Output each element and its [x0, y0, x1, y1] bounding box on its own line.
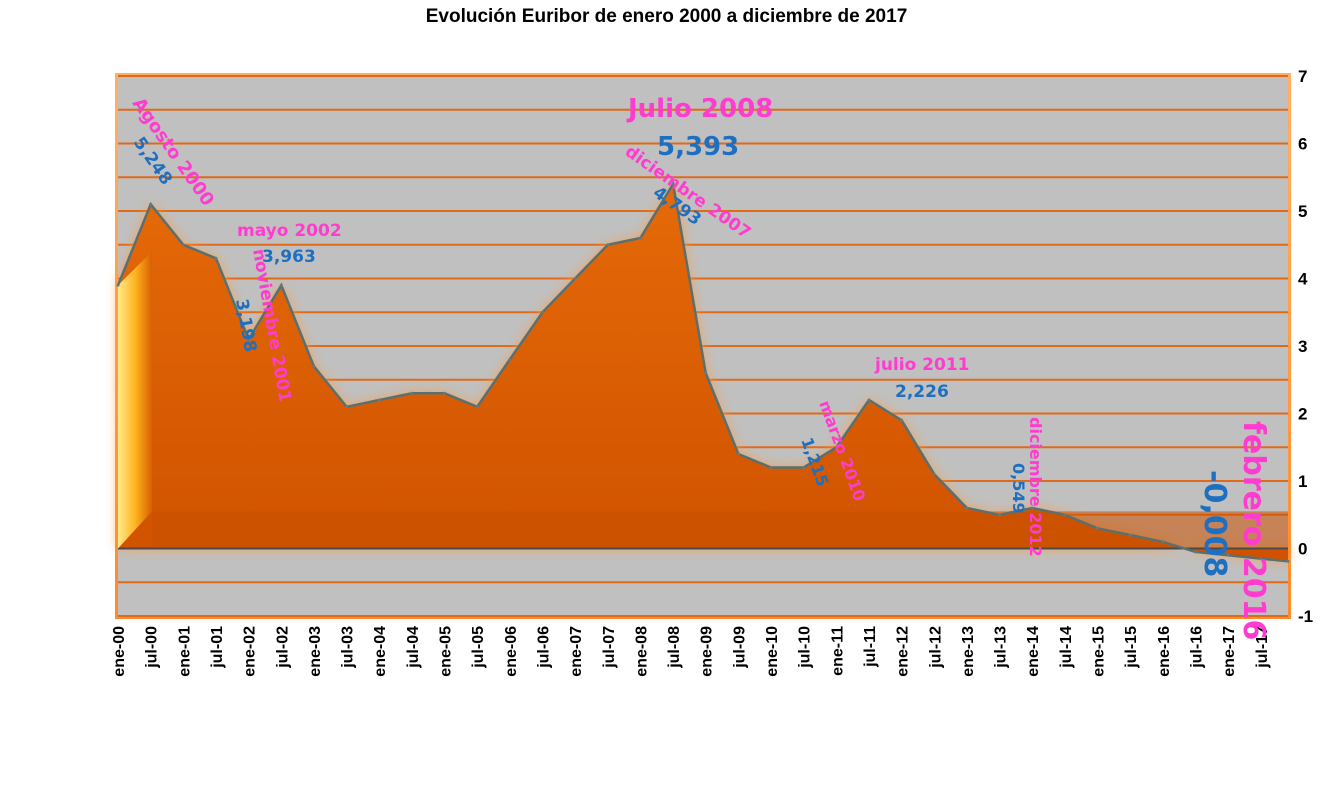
y-tick-label: 2	[1298, 405, 1307, 424]
x-tick-label: jul-16	[1188, 626, 1205, 669]
x-tick-label: ene-17	[1221, 626, 1238, 677]
y-tick-label: 4	[1298, 270, 1308, 289]
annotation-date: julio 2011	[874, 355, 970, 375]
data-point	[1226, 553, 1230, 557]
data-point	[312, 364, 316, 368]
data-point	[900, 418, 904, 422]
x-tick-label: jul-11	[862, 626, 879, 668]
data-point	[149, 202, 153, 206]
x-tick-label: jul-00	[144, 626, 161, 669]
x-tick-label: ene-05	[438, 626, 455, 677]
area-side-face	[118, 251, 152, 549]
x-tick-label: jul-01	[209, 626, 226, 669]
data-point	[802, 466, 806, 469]
data-point	[116, 283, 120, 287]
y-tick-label: 7	[1298, 67, 1307, 86]
x-tick-label: jul-12	[927, 626, 944, 669]
data-point	[573, 277, 577, 280]
data-point	[181, 243, 185, 247]
data-point	[279, 283, 283, 287]
data-point	[638, 236, 642, 240]
data-point	[834, 445, 838, 449]
series-area	[118, 184, 1288, 562]
annotation-value: 5,393	[657, 132, 739, 162]
x-tick-label: jul-13	[993, 626, 1010, 669]
x-tick-label: jul-02	[274, 626, 291, 669]
data-point	[769, 466, 773, 469]
data-point	[1193, 550, 1197, 554]
x-tick-label: jul-03	[340, 626, 357, 669]
x-tick-label: jul-14	[1058, 626, 1075, 669]
data-point	[1161, 540, 1165, 544]
x-tick-label: jul-10	[797, 626, 814, 669]
x-tick-label: ene-00	[111, 626, 128, 677]
data-point	[1063, 513, 1067, 517]
x-tick-label: ene-06	[503, 626, 520, 677]
annotation-value: -0,008	[1197, 470, 1232, 577]
x-tick-label: jul-09	[731, 626, 748, 669]
data-point	[867, 398, 871, 402]
data-point	[1259, 557, 1263, 561]
x-tick-label: ene-10	[764, 626, 781, 677]
data-point	[475, 405, 479, 409]
x-tick-label: jul-08	[666, 626, 683, 669]
y-tick-label: -1	[1298, 607, 1313, 626]
data-point	[932, 472, 936, 476]
annotation-date: Julio 2008	[626, 94, 773, 124]
data-point	[508, 358, 512, 361]
annotation-value: 3,963	[262, 247, 316, 267]
data-point	[998, 513, 1002, 517]
x-tick-label: ene-16	[1156, 626, 1173, 677]
data-point	[377, 398, 381, 402]
data-point	[345, 405, 349, 409]
x-tick-label: ene-02	[242, 626, 259, 677]
data-point	[704, 371, 708, 375]
y-tick-label: 5	[1298, 202, 1307, 221]
data-point	[1030, 506, 1034, 510]
data-point	[410, 391, 414, 395]
x-tick-label: jul-05	[470, 626, 487, 669]
x-tick-label: ene-14	[1025, 626, 1042, 677]
annotation-date: diciembre 2012	[1026, 417, 1045, 557]
annotation-value: 0,549	[1009, 463, 1028, 514]
data-point	[1286, 559, 1290, 563]
annotation-date: mayo 2002	[237, 221, 342, 241]
y-tick-label: 1	[1298, 472, 1307, 491]
data-point	[247, 337, 251, 341]
x-tick-label: ene-15	[1091, 626, 1108, 677]
data-point	[443, 391, 447, 395]
y-tick-label: 6	[1298, 135, 1307, 154]
x-tick-label: ene-13	[960, 626, 977, 677]
annotation-date: febrero 2016	[1236, 421, 1271, 640]
x-tick-label: jul-15	[1123, 626, 1140, 669]
data-point	[540, 310, 544, 314]
data-point	[606, 243, 610, 247]
x-tick-label: ene-01	[176, 626, 193, 677]
data-point	[671, 182, 675, 186]
x-tick-label: ene-03	[307, 626, 324, 677]
data-point	[214, 256, 218, 260]
x-tick-label: jul-06	[535, 626, 552, 669]
area-floor	[152, 511, 1288, 549]
x-tick-label: jul-07	[601, 626, 618, 669]
chart-title: Evolución Euribor de enero 2000 a diciem…	[425, 6, 908, 27]
data-point	[965, 506, 969, 510]
x-tick-label: ene-07	[568, 626, 585, 677]
x-tick-label: ene-08	[633, 626, 650, 677]
x-tick-label: ene-04	[372, 626, 389, 677]
data-point	[1096, 526, 1100, 530]
x-tick-label: ene-11	[829, 626, 846, 676]
x-tick-label: ene-12	[895, 626, 912, 677]
x-tick-label: jul-04	[405, 626, 422, 669]
y-tick-label: 0	[1298, 540, 1307, 559]
data-point	[736, 452, 740, 456]
data-point	[1128, 533, 1132, 537]
x-tick-label: ene-09	[699, 626, 716, 677]
y-tick-label: 3	[1298, 337, 1307, 356]
x-tick-label: jul-17	[1254, 626, 1271, 669]
annotation-value: 2,226	[895, 382, 949, 402]
